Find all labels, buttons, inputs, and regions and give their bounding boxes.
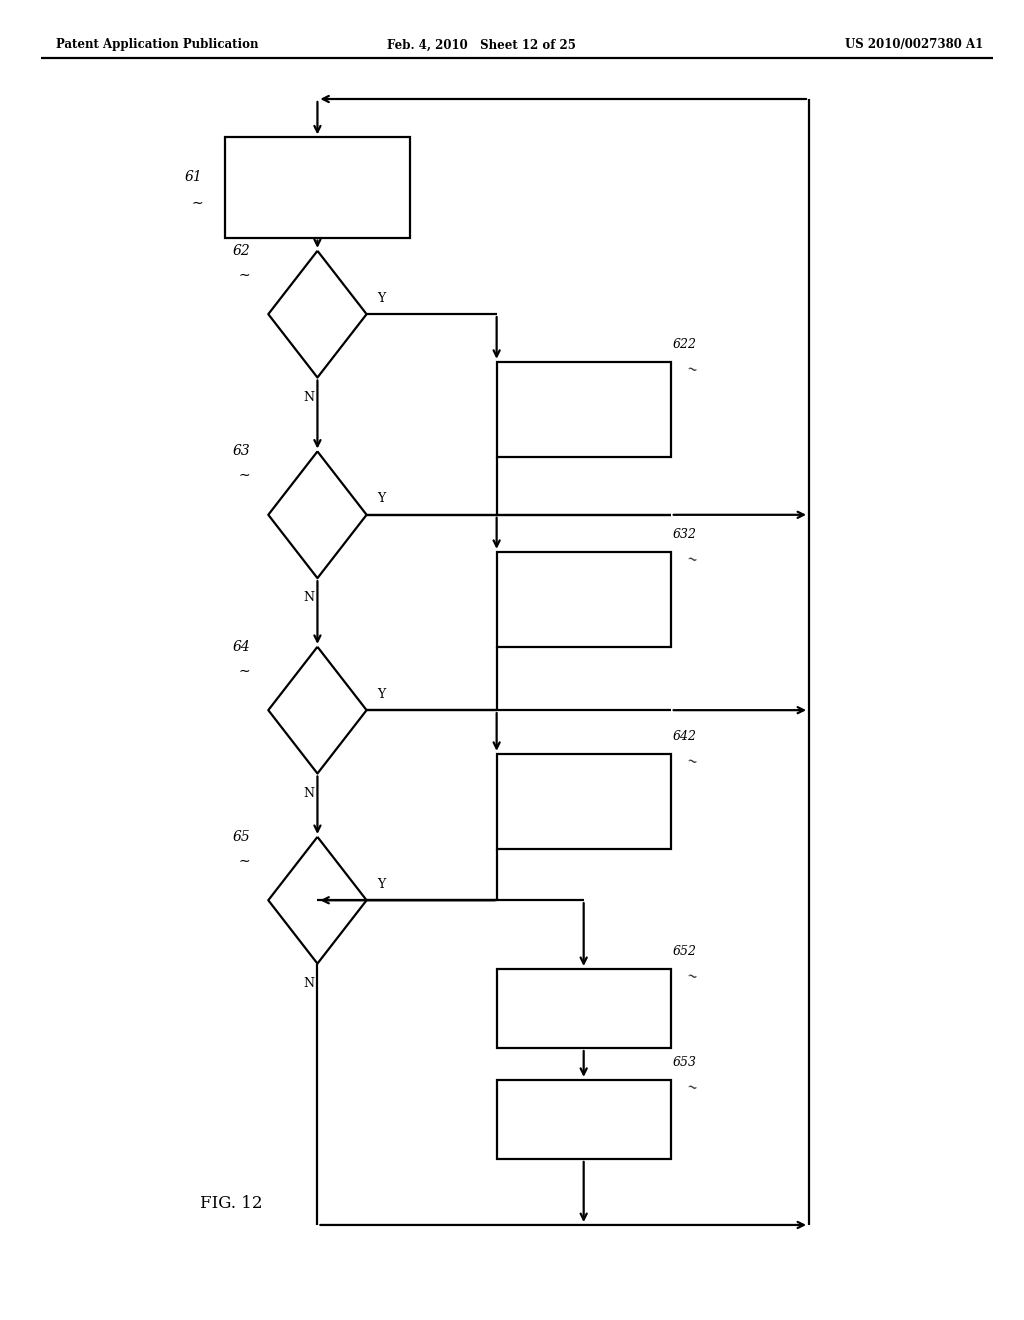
Text: ∼: ∼: [685, 1080, 698, 1096]
FancyBboxPatch shape: [497, 969, 671, 1048]
Text: ∼: ∼: [685, 552, 698, 568]
Text: 653: 653: [673, 1056, 696, 1069]
Text: ∼: ∼: [685, 969, 698, 985]
Text: Y: Y: [377, 688, 385, 701]
Text: 642: 642: [673, 730, 696, 743]
FancyBboxPatch shape: [225, 137, 410, 238]
Text: 62: 62: [232, 244, 250, 257]
Text: ∼: ∼: [685, 754, 698, 770]
Text: N: N: [304, 591, 314, 605]
Text: US 2010/0027380 A1: US 2010/0027380 A1: [845, 38, 983, 51]
Text: Y: Y: [377, 492, 385, 506]
Text: Y: Y: [377, 878, 385, 891]
Text: 652: 652: [673, 945, 696, 958]
Text: 622: 622: [673, 338, 696, 351]
Text: FIG. 12: FIG. 12: [200, 1196, 262, 1212]
Text: Patent Application Publication: Patent Application Publication: [56, 38, 259, 51]
Text: N: N: [304, 787, 314, 800]
Text: 64: 64: [232, 640, 250, 653]
Text: ∼: ∼: [239, 268, 250, 281]
FancyBboxPatch shape: [497, 754, 671, 849]
FancyBboxPatch shape: [497, 552, 671, 647]
Text: 63: 63: [232, 445, 250, 458]
Text: N: N: [304, 977, 314, 990]
FancyBboxPatch shape: [497, 1080, 671, 1159]
Text: N: N: [304, 391, 314, 404]
Text: ∼: ∼: [239, 854, 250, 867]
Text: Y: Y: [377, 292, 385, 305]
Text: 632: 632: [673, 528, 696, 541]
Text: 65: 65: [232, 830, 250, 843]
Text: ∼: ∼: [239, 664, 250, 677]
Text: Feb. 4, 2010   Sheet 12 of 25: Feb. 4, 2010 Sheet 12 of 25: [387, 38, 575, 51]
Text: 61: 61: [185, 170, 203, 183]
Text: ∼: ∼: [239, 469, 250, 482]
Text: ∼: ∼: [191, 197, 203, 210]
Text: ∼: ∼: [685, 362, 698, 378]
FancyBboxPatch shape: [497, 362, 671, 457]
